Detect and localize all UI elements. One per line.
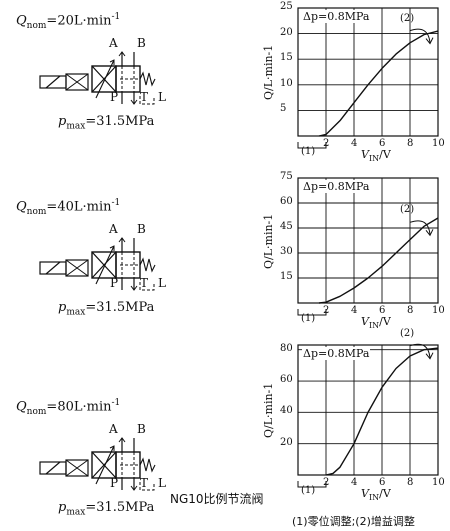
y-axis-label: Q/L·min-1 [262,382,275,438]
port-t-label: T [140,90,149,104]
port-a-label: A [109,422,118,436]
gain-adjust-arrow [409,343,431,358]
max-pressure-label: pmax=31.5MPa [58,300,155,318]
flow-curve [318,30,439,137]
pressure-drop-label: Δp=0.8MPa [302,10,371,23]
y-tick-label: 10 [280,77,293,89]
y-tick-label: 30 [280,246,293,257]
port-p-label: P [110,90,119,104]
zero-adjust-bracket [297,481,327,488]
x-tick-label: 2 [323,477,330,488]
x-tick-label: 6 [379,305,386,316]
x-tick-label: 6 [379,138,386,149]
port-b-label: B [137,36,146,50]
gain-adjust-label: (2) [400,327,415,339]
figure-caption: NG10比例节流阀 [170,492,264,506]
y-tick-label: 45 [280,221,293,232]
x-axis-label: VIN/V [361,148,391,164]
y-tick-label: 80 [280,342,293,354]
x-axis-label: VIN/V [361,487,391,503]
x-tick-label: 2 [323,138,330,149]
y-tick-label: 60 [280,196,293,207]
port-l-label: L [158,476,166,490]
chart-frame [297,344,439,476]
gain-adjust-arrowhead [425,37,434,45]
zero-adjust-bracket [297,142,327,149]
port-p-label: P [110,476,119,490]
port-l-label: L [158,90,166,104]
valve-block-2: Qnom=40L·min-1 [0,198,180,318]
nominal-flow-label: Qnom=80L·min-1 [16,398,121,417]
x-tick-label: 8 [407,477,414,488]
port-a-label: A [109,222,118,236]
y-tick-label: 15 [280,52,293,64]
zero-adjust-label: (1) [301,146,316,157]
gain-adjust-label: (2) [400,12,415,24]
y-tick-label: 25 [280,1,293,12]
pressure-drop-label: Δp=0.8MPa [302,180,371,193]
port-b-label: B [137,422,146,436]
y-tick-label: 20 [280,26,293,38]
x-tick-label: 10 [432,305,445,316]
pressure-drop-label: Δp=0.8MPa [302,347,371,360]
y-tick-label: 5 [280,103,287,115]
x-tick-label: 10 [432,477,445,488]
nominal-flow-label: Qnom=20L·min-1 [16,12,121,31]
x-tick-label: 6 [379,477,386,488]
gain-adjust-arrowhead [425,229,434,237]
valve-symbol [39,437,156,491]
port-p-label: P [110,276,119,290]
gain-adjust-arrow [409,28,431,43]
max-pressure-label: pmax=31.5MPa [58,500,155,518]
y-tick-label: 40 [280,405,293,417]
port-l-label: L [158,276,166,290]
port-b-label: B [137,222,146,236]
port-t-label: T [140,276,149,290]
x-tick-label: 4 [351,138,358,149]
x-tick-label: 8 [407,138,414,149]
zero-adjust-label: (1) [301,485,316,496]
x-tick-label: 4 [351,305,358,316]
x-tick-label: 10 [432,138,445,149]
y-tick-label: 60 [280,374,293,386]
valve-symbol [39,51,156,105]
gain-adjust-label: (2) [400,204,415,216]
x-tick-label: 8 [407,305,414,316]
flow-curve [325,347,439,476]
zero-adjust-label: (1) [301,313,316,324]
valve-block-1: Qnom=20L·min-1 [0,12,180,132]
flow-curve [318,217,439,304]
legend-note: (1)零位调整;(2)增益调整 [292,515,415,528]
y-tick-label: 20 [280,436,293,448]
port-t-label: T [140,476,149,490]
x-axis-label: VIN/V [361,315,391,331]
x-tick-label: 2 [323,305,330,316]
x-tick-label: 4 [351,477,358,488]
y-tick-label: 15 [280,271,293,282]
port-a-label: A [109,36,118,50]
valve-block-3: Qnom=80L·min-1 [0,398,180,518]
nominal-flow-label: Qnom=40L·min-1 [16,198,121,217]
y-tick-label: 75 [280,171,293,182]
valve-symbol [39,237,156,291]
gain-adjust-arrowhead [425,352,434,360]
max-pressure-label: pmax=31.5MPa [58,114,155,132]
gain-adjust-arrow [409,220,431,235]
zero-adjust-bracket [297,309,327,316]
